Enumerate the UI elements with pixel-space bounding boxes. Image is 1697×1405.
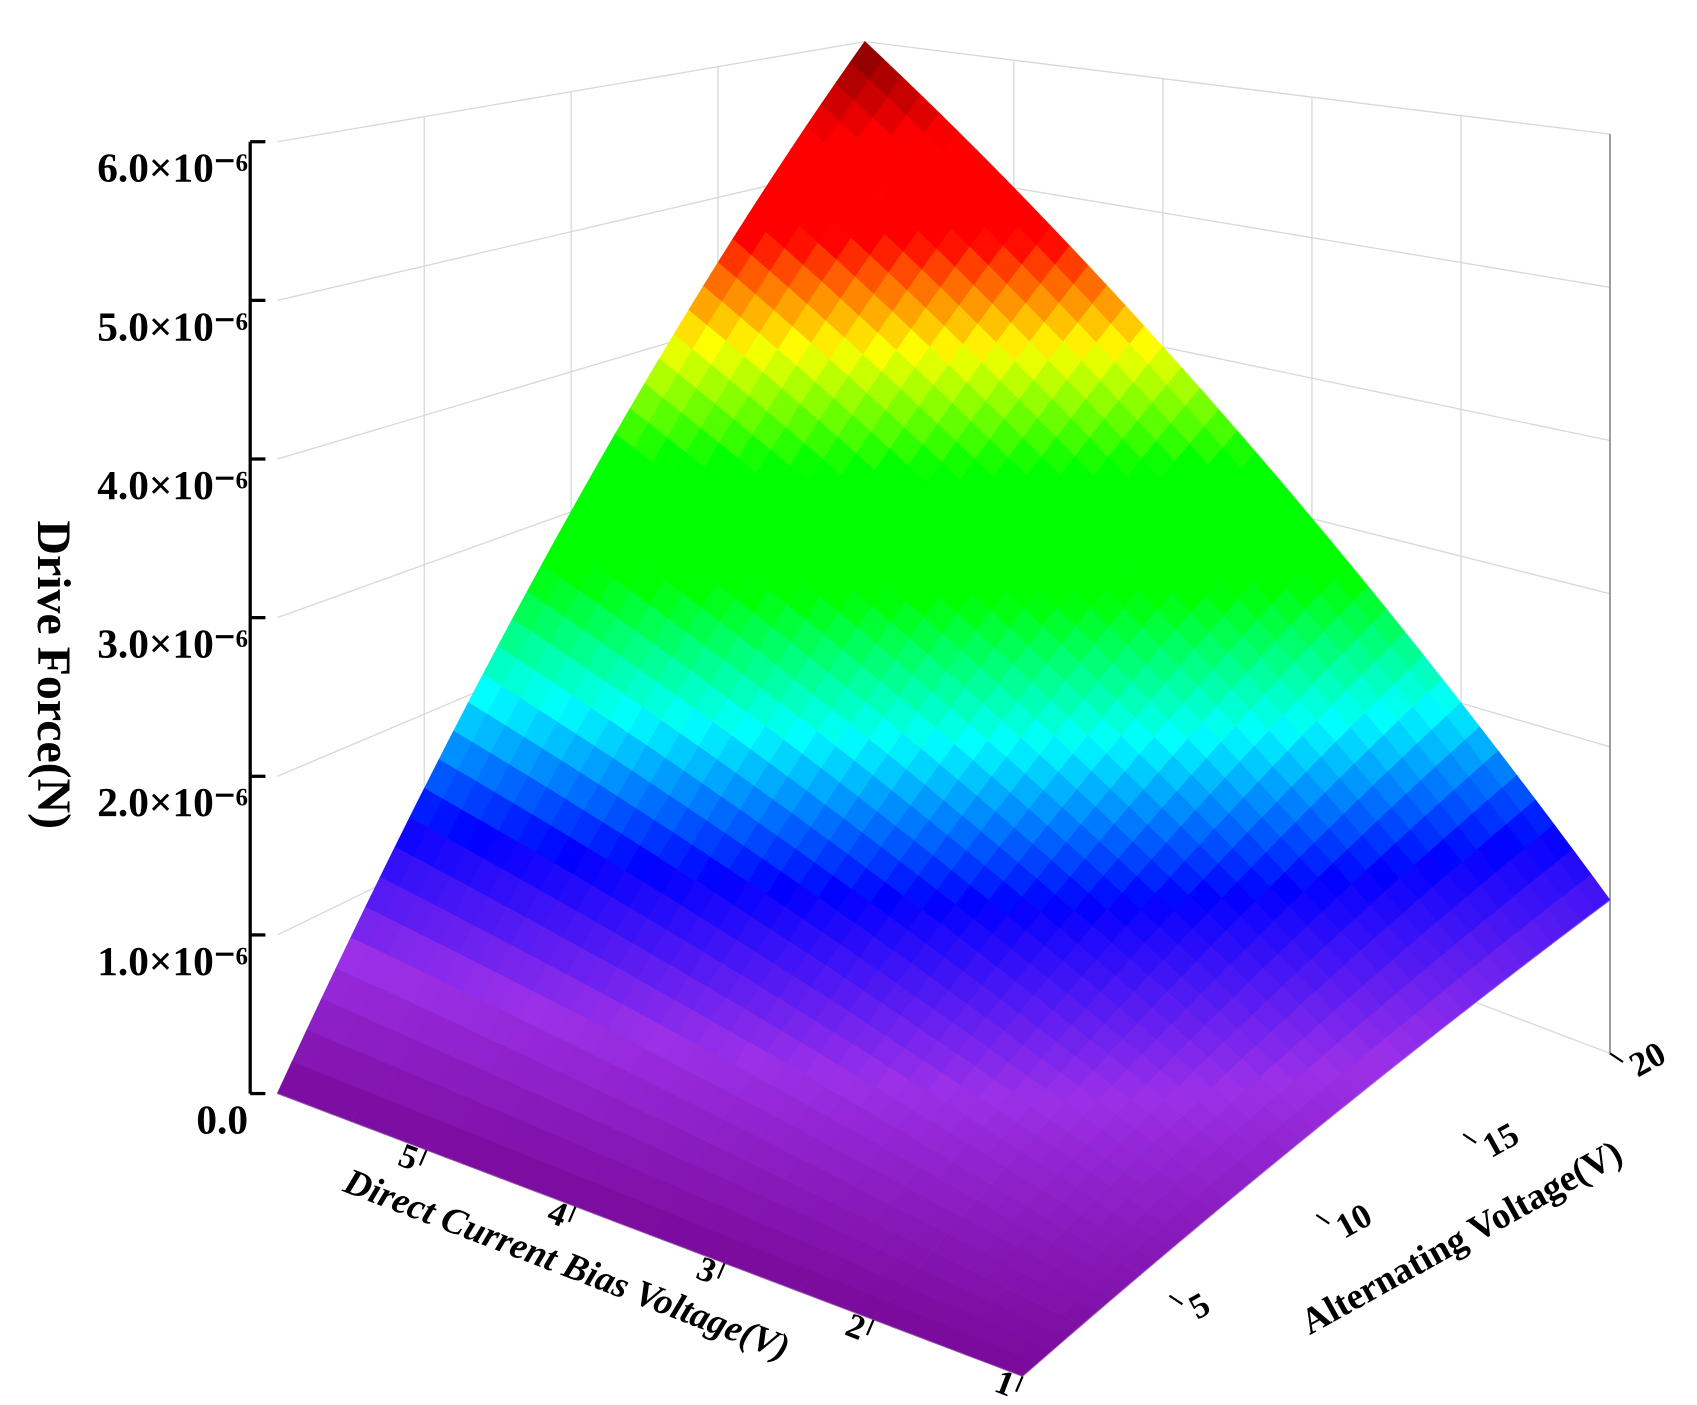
x-tick — [716, 1262, 726, 1279]
x-tick-label: 2 — [841, 1305, 871, 1348]
x-tick — [865, 1319, 875, 1336]
x-tick-label: 3 — [692, 1249, 722, 1292]
surface — [276, 40, 1611, 1377]
y-tick-label: 15 — [1476, 1114, 1525, 1165]
y-tick — [1609, 1052, 1624, 1063]
z-tick-label: 3.0×10⁻⁶ — [97, 621, 248, 667]
z-axis-title: Drive Force(N) — [27, 520, 80, 829]
z-tick-label: 6.0×10⁻⁶ — [97, 145, 248, 191]
z-tick-label: 5.0×10⁻⁶ — [97, 303, 248, 349]
x-tick-label: 5 — [394, 1135, 424, 1178]
y-tick-label: 10 — [1329, 1195, 1378, 1246]
x-tick-label: 4 — [543, 1192, 573, 1235]
y-tick — [1462, 1133, 1477, 1144]
x-tick — [567, 1206, 577, 1223]
z-tick-label: 0.0 — [196, 1097, 248, 1143]
z-tick-label: 4.0×10⁻⁶ — [97, 462, 248, 508]
y-tick-label: 20 — [1623, 1034, 1672, 1085]
surface-patch — [1003, 1355, 1039, 1377]
x-tick — [418, 1149, 428, 1166]
x-tick — [1015, 1375, 1024, 1393]
z-tick-label: 2.0×10⁻⁶ — [97, 779, 248, 825]
y-tick — [1168, 1294, 1184, 1306]
grid-line — [864, 41, 1611, 135]
z-tick-label: 1.0×10⁻⁶ — [97, 938, 248, 984]
y-tick-label: 5 — [1182, 1284, 1216, 1327]
x-tick-label: 1 — [990, 1362, 1020, 1405]
y-tick — [1315, 1213, 1330, 1225]
